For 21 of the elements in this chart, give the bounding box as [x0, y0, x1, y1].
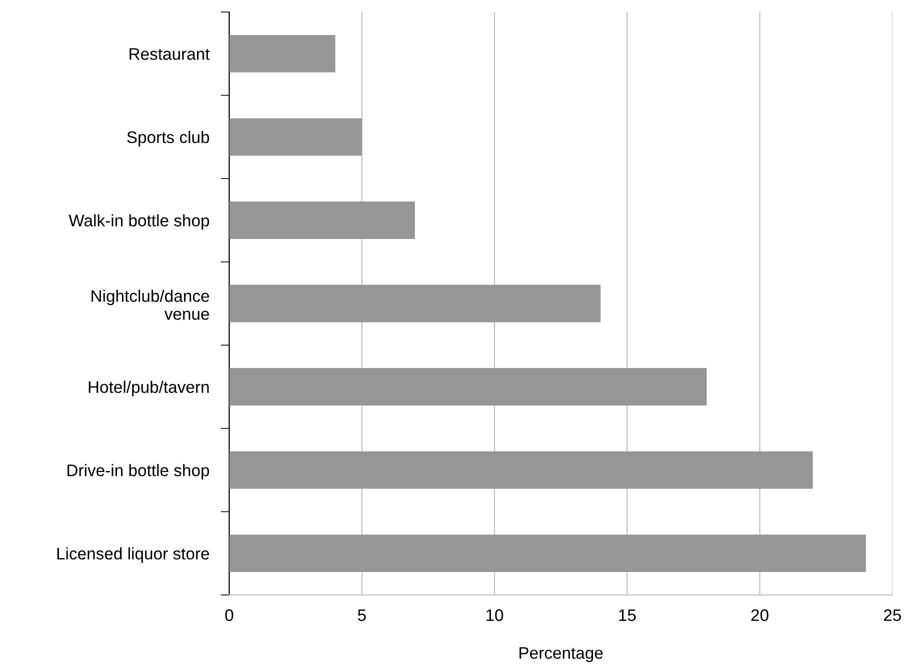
bar [229, 534, 866, 572]
x-axis-title: Percentage [520, 647, 603, 662]
x-tick-label: 25 [884, 609, 901, 622]
y-tick-label: Walk-in bottle shop [68, 214, 210, 230]
bar [229, 34, 336, 72]
x-tick-label: 15 [619, 609, 636, 622]
y-tick-label: Restaurant [130, 48, 210, 60]
bar [229, 118, 362, 156]
bar [229, 202, 415, 239]
bar [229, 284, 601, 322]
x-tick-label: 20 [751, 609, 768, 622]
x-tick-label: 0 [225, 609, 234, 622]
y-tick-label: Drive-in bottle shop [68, 464, 210, 480]
y-tick-label: Licensed liquor store [57, 547, 210, 563]
x-tick-label: 5 [358, 609, 366, 622]
y-tick-label: Hotel/pub/tavern [88, 380, 209, 396]
y-tick-label: Nightclub/dance venue [92, 290, 210, 320]
bar [229, 368, 707, 406]
bar [229, 451, 813, 489]
x-tick-label: 10 [486, 609, 504, 622]
y-tick-label: Sports club [127, 130, 210, 146]
